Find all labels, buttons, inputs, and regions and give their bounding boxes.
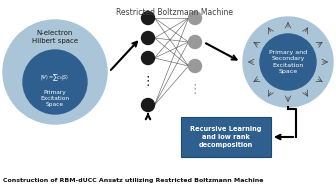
Circle shape — [188, 12, 202, 25]
Text: Primary and
Secondary
Excitation
Space: Primary and Secondary Excitation Space — [269, 50, 307, 74]
Circle shape — [141, 12, 155, 25]
Text: Construction of RBM-dUCC Ansatz utilizing Restricted Boltzmann Machine: Construction of RBM-dUCC Ansatz utilizin… — [3, 178, 263, 183]
Text: Recursive Learning
and low rank
decomposition: Recursive Learning and low rank decompos… — [190, 126, 262, 147]
Circle shape — [260, 34, 316, 90]
Circle shape — [23, 50, 87, 114]
Text: Restricted Boltzmann Machine: Restricted Boltzmann Machine — [117, 8, 234, 17]
Text: Primary
Excitation
Space: Primary Excitation Space — [41, 90, 70, 107]
Circle shape — [188, 36, 202, 49]
Circle shape — [141, 32, 155, 44]
Circle shape — [188, 60, 202, 73]
Text: ⋮: ⋮ — [189, 84, 201, 97]
Circle shape — [243, 17, 333, 107]
FancyBboxPatch shape — [181, 117, 271, 157]
Text: N-electron
Hilbert space: N-electron Hilbert space — [32, 30, 78, 43]
Circle shape — [141, 51, 155, 64]
Text: ⋮: ⋮ — [142, 75, 154, 88]
Text: $|\Psi\rangle=\!\sum\!c_k|S\rangle$: $|\Psi\rangle=\!\sum\!c_k|S\rangle$ — [40, 73, 70, 83]
Circle shape — [141, 98, 155, 112]
Circle shape — [3, 20, 107, 124]
